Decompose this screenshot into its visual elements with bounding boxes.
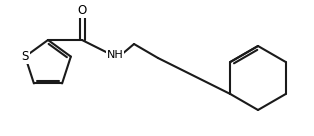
Text: NH: NH [107, 50, 123, 60]
Text: S: S [21, 50, 29, 63]
Text: O: O [77, 4, 87, 18]
